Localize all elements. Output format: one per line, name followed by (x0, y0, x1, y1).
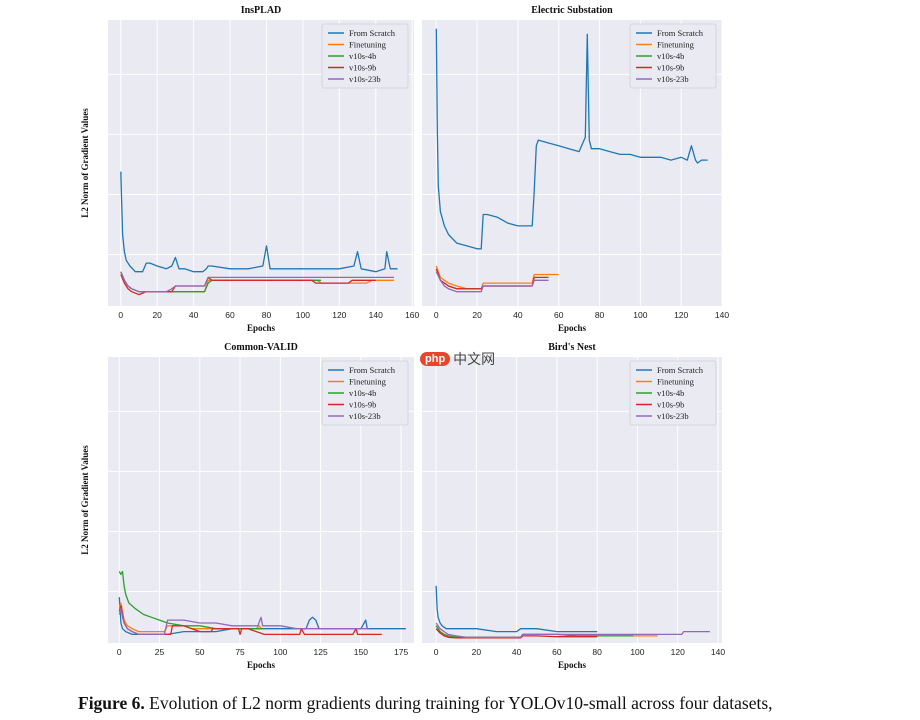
series-line-v10s-23b (435, 271, 549, 293)
panel-bird-s-nest-title: Bird's Nest (548, 342, 596, 353)
legend-label-finetuning: Finetuning (657, 377, 695, 387)
legend-label-v10s-9b: v10s-9b (349, 63, 376, 73)
legend-label-v10s-4b: v10s-4b (349, 51, 376, 61)
legend-label-from-scratch: From Scratch (657, 365, 704, 375)
figure-caption: Figure 6. Evolution of L2 norm gradients… (78, 693, 918, 714)
x-tick-label: 0 (117, 647, 122, 657)
x-tick-label: 60 (225, 310, 235, 320)
legend-label-v10s-23b: v10s-23b (349, 411, 381, 421)
x-tick-label: 25 (155, 647, 165, 657)
series-line-finetuning (435, 265, 559, 290)
legend-box (629, 23, 717, 89)
legend-label-finetuning: Finetuning (657, 40, 695, 50)
panel-common-valid: 0 25 50 75 100 125 150 175 Common-VALID Epochs L2 … (80, 342, 414, 670)
panel-common-valid-title: Common-VALID (224, 342, 298, 353)
x-tick-label: 125 (313, 647, 327, 657)
x-tick-label: 0 (434, 647, 439, 657)
legend-label-finetuning: Finetuning (349, 377, 387, 387)
y-axis-label: L2 Norm of Gradient Values (80, 108, 90, 218)
panel-insplad: 0 20 40 60 80 100 120 140 160 InsPLAD Epochs L2 Nor… (80, 5, 420, 333)
panel-insplad-series-group (120, 171, 398, 296)
series-line-from-scratch (435, 585, 598, 633)
x-tick-label: 60 (554, 310, 564, 320)
x-tick-label: 0 (434, 310, 439, 320)
x-tick-label: 40 (512, 647, 522, 657)
x-tick-label: 120 (674, 310, 688, 320)
series-line-from-scratch (435, 28, 708, 250)
x-tick-label: 80 (262, 310, 272, 320)
legend-label-v10s-9b: v10s-9b (657, 400, 684, 410)
x-tick-label: 20 (472, 647, 482, 657)
x-tick-label: 100 (630, 647, 644, 657)
x-tick-label: 120 (671, 647, 685, 657)
x-tick-label: 100 (273, 647, 287, 657)
legend-label-v10s-23b: v10s-23b (657, 411, 689, 421)
legend-label-v10s-23b: v10s-23b (657, 74, 689, 84)
x-tick-label: 80 (592, 647, 602, 657)
legend-label-finetuning: Finetuning (349, 40, 387, 50)
x-tick-label: 40 (513, 310, 523, 320)
legend-box (321, 23, 409, 89)
legend-label-v10s-4b: v10s-4b (657, 51, 684, 61)
legend-box (321, 360, 409, 426)
legend-label-v10s-4b: v10s-4b (349, 388, 376, 398)
legend-box (629, 360, 717, 426)
series-line-v10s-23b (120, 271, 394, 293)
x-tick-label: 140 (369, 310, 383, 320)
x-tick-label: 40 (189, 310, 199, 320)
x-tick-label: 120 (332, 310, 346, 320)
x-tick-label: 80 (595, 310, 605, 320)
series-line-v10s-23b (118, 608, 369, 636)
legend-label-from-scratch: From Scratch (657, 28, 704, 38)
x-tick-label: 50 (195, 647, 205, 657)
y-axis-label: L2 Norm of Gradient Values (80, 445, 90, 555)
panel-electric-substation-title: Electric Substation (531, 5, 613, 16)
panel-insplad-title: InsPLAD (241, 5, 282, 16)
x-tick-label: 60 (552, 647, 562, 657)
watermark-text: 中文网 (453, 352, 496, 368)
panel-electric-substation: 0 20 40 60 80 100 120 140 Electric Substation Epo… (422, 5, 729, 333)
panel-bird-s-nest-series-group (435, 585, 710, 639)
x-tick-label: 100 (633, 310, 647, 320)
legend-label-v10s-4b: v10s-4b (657, 388, 684, 398)
x-tick-label: 160 (405, 310, 419, 320)
x-tick-label: 140 (711, 647, 725, 657)
series-line-from-scratch (120, 171, 398, 273)
legend-label-v10s-23b: v10s-23b (349, 74, 381, 84)
watermark: php 中文网 (420, 350, 495, 368)
x-axis-label: Epochs (247, 660, 276, 670)
legend-label-v10s-9b: v10s-9b (349, 400, 376, 410)
caption-label: Figure 6. (78, 693, 145, 713)
panel-electric-substation-series-group (435, 28, 708, 293)
watermark-logo: php (420, 352, 451, 366)
x-axis-label: Epochs (247, 323, 276, 333)
x-tick-label: 75 (235, 647, 245, 657)
panel-common-valid-series-group (118, 570, 406, 636)
x-tick-label: 100 (296, 310, 310, 320)
x-tick-label: 150 (354, 647, 368, 657)
series-line-v10s-9b (120, 274, 376, 296)
legend-label-v10s-9b: v10s-9b (657, 63, 684, 73)
legend-label-from-scratch: From Scratch (349, 28, 396, 38)
legend-label-from-scratch: From Scratch (349, 365, 396, 375)
x-tick-label: 175 (394, 647, 408, 657)
panel-bird-s-nest: 0 20 40 60 80 100 120 140 Bird's Nest Epochs From … (422, 342, 725, 670)
x-tick-label: 20 (152, 310, 162, 320)
x-tick-label: 0 (118, 310, 123, 320)
x-axis-label: Epochs (558, 660, 587, 670)
caption-text: Evolution of L2 norm gradients during tr… (149, 693, 773, 713)
x-tick-label: 20 (472, 310, 482, 320)
x-tick-label: 140 (715, 310, 729, 320)
x-axis-label: Epochs (558, 323, 587, 333)
series-line-v10s-23b (435, 622, 710, 638)
